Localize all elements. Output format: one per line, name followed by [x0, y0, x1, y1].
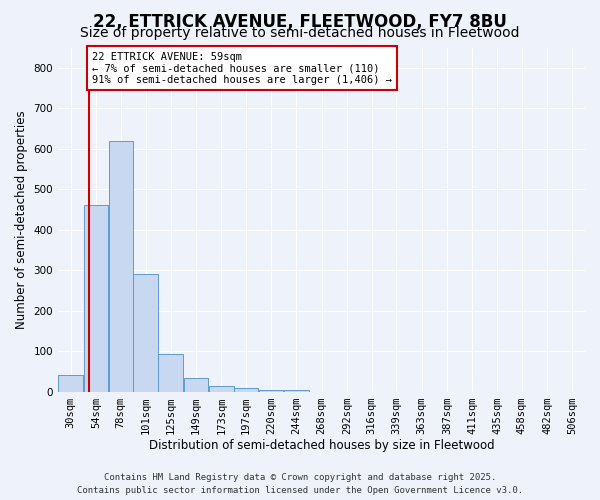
Text: 22 ETTRICK AVENUE: 59sqm
← 7% of semi-detached houses are smaller (110)
91% of s: 22 ETTRICK AVENUE: 59sqm ← 7% of semi-de…	[92, 52, 392, 84]
Text: Size of property relative to semi-detached houses in Fleetwood: Size of property relative to semi-detach…	[80, 26, 520, 40]
Text: 22, ETTRICK AVENUE, FLEETWOOD, FY7 8BU: 22, ETTRICK AVENUE, FLEETWOOD, FY7 8BU	[93, 12, 507, 30]
Bar	[58, 376, 83, 392]
Bar	[184, 378, 208, 392]
Text: Contains HM Land Registry data © Crown copyright and database right 2025.
Contai: Contains HM Land Registry data © Crown c…	[77, 474, 523, 495]
Y-axis label: Number of semi-detached properties: Number of semi-detached properties	[15, 110, 28, 329]
Bar	[209, 386, 234, 392]
Bar	[235, 388, 258, 392]
Bar	[259, 390, 283, 392]
X-axis label: Distribution of semi-detached houses by size in Fleetwood: Distribution of semi-detached houses by …	[149, 440, 494, 452]
Bar	[284, 390, 308, 392]
Bar	[109, 140, 133, 392]
Bar	[133, 274, 158, 392]
Bar	[158, 354, 183, 392]
Bar	[83, 206, 109, 392]
